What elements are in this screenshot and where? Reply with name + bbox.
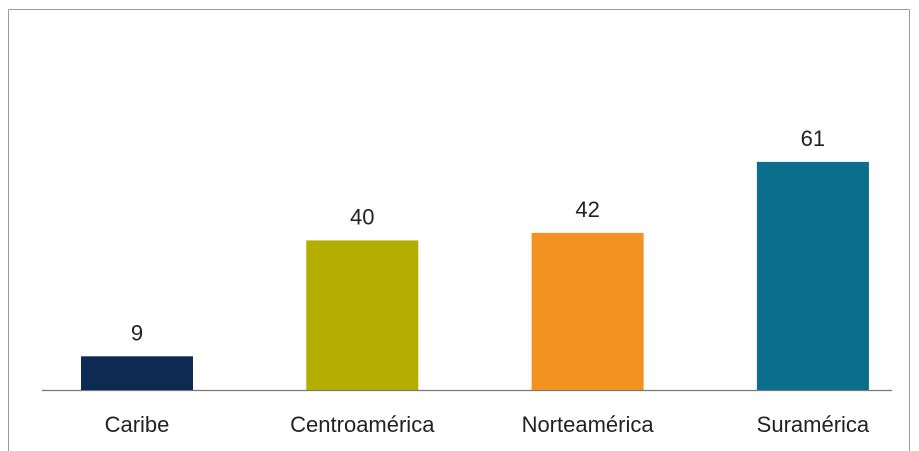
bars-layer: [81, 161, 869, 390]
x-tick-label-suramérica: Suramérica: [757, 412, 870, 437]
x-tick-label-centroamérica: Centroamérica: [290, 412, 435, 437]
data-label-caribe: 9: [131, 320, 143, 345]
bar-suramérica: [756, 161, 869, 390]
labels-layer: 9 Caribe 40 Centroamérica 42 Norteamérica 61 Su…: [105, 126, 870, 437]
bar-caribe: [81, 356, 193, 390]
x-tick-label-norteamérica: Norteamérica: [522, 412, 655, 437]
data-label-suramérica: 61: [801, 126, 825, 151]
bar-centroamérica: [306, 240, 419, 390]
bar-norteamérica: [531, 232, 644, 390]
data-label-centroamérica: 40: [350, 204, 374, 229]
data-label-norteamérica: 42: [575, 197, 599, 222]
x-tick-label-caribe: Caribe: [105, 412, 170, 437]
